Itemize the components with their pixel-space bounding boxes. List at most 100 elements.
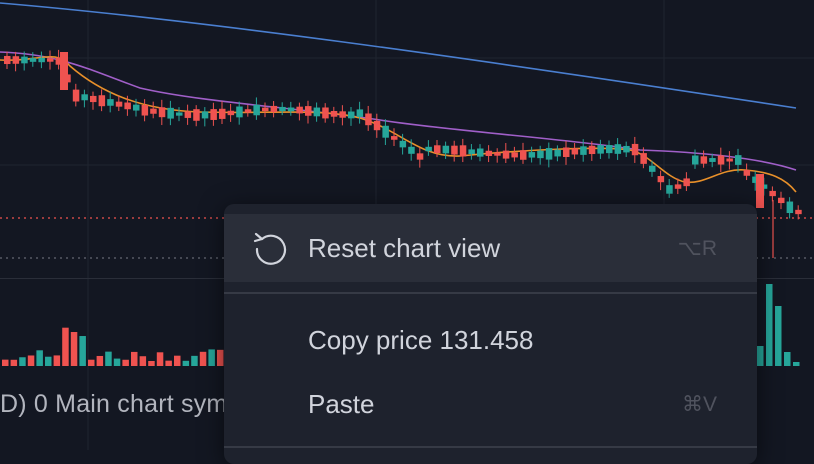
candle-body <box>717 155 725 165</box>
reset-chart-view-item[interactable]: Reset chart view ⌥R <box>224 214 757 282</box>
candle-body <box>520 150 527 160</box>
candle-body <box>756 174 764 208</box>
candle-body <box>90 95 97 103</box>
volume-bar <box>139 356 147 366</box>
candle-body <box>382 125 389 138</box>
volume-bar <box>757 346 764 366</box>
candle-body <box>631 143 639 156</box>
moving-average-line <box>0 51 797 171</box>
candle-body <box>606 145 613 154</box>
candle-body <box>735 155 742 165</box>
volume-bar <box>165 360 172 366</box>
candle-body <box>201 111 209 119</box>
volume-bar <box>27 355 35 366</box>
paste-shortcut: ⌘V <box>681 392 717 416</box>
candle-body <box>47 58 54 62</box>
candle-body <box>692 155 699 165</box>
candle-body <box>416 153 424 160</box>
candle-body <box>468 149 475 155</box>
volume-bar <box>191 355 198 366</box>
candle-body <box>752 176 759 183</box>
candle-body <box>786 201 794 214</box>
volume-bar <box>174 355 181 366</box>
candle-body <box>210 109 217 120</box>
candle-body <box>158 107 166 118</box>
candle-body <box>709 158 716 162</box>
candle-body <box>795 209 802 215</box>
candle-body <box>150 108 157 114</box>
candle-body <box>700 156 708 164</box>
volume-bar <box>199 351 207 366</box>
candle-body <box>279 106 286 112</box>
candle-body <box>657 176 665 183</box>
candle-body <box>38 57 45 63</box>
volume-bar <box>19 357 26 366</box>
candle-body <box>124 102 131 110</box>
candle-body <box>107 99 114 106</box>
candle-body <box>365 113 372 126</box>
candle-body <box>356 109 364 117</box>
volume-bar <box>122 359 129 366</box>
candle-body <box>98 95 106 107</box>
volume-bar <box>88 359 95 366</box>
candle-body <box>545 148 553 160</box>
candle-body <box>12 56 20 64</box>
candle-body <box>511 152 518 158</box>
candle-body <box>184 111 192 118</box>
candle-body <box>640 153 647 164</box>
volume-bar <box>62 327 69 366</box>
volume-bar <box>208 349 215 366</box>
volume-bar <box>784 352 791 366</box>
candle-body <box>330 110 338 117</box>
candle-body <box>666 185 673 194</box>
candle-body <box>141 104 149 116</box>
candle-body <box>313 107 321 117</box>
candle-body <box>115 101 123 107</box>
chart-context-menu: Reset chart view ⌥R Copy price 131.458 P… <box>224 204 757 464</box>
candle-body <box>623 145 630 153</box>
candle-body <box>339 111 346 118</box>
menu-separator <box>224 292 757 294</box>
candle-body <box>322 107 329 119</box>
candle-body <box>726 158 733 162</box>
volume-bar <box>10 359 18 366</box>
candle-body <box>769 190 776 197</box>
moving-average-line <box>0 55 797 193</box>
candle-body <box>391 136 398 140</box>
volume-bar <box>148 360 155 366</box>
candle-body <box>588 145 596 155</box>
candle-body <box>580 146 587 155</box>
candle-body <box>760 184 768 189</box>
candle-body <box>4 55 11 65</box>
reset-arrow-icon <box>250 228 290 268</box>
volume-bar <box>105 351 112 366</box>
candle-body <box>29 58 37 62</box>
candle-body <box>176 112 183 116</box>
candle-body <box>563 147 570 158</box>
volume-bar <box>36 350 43 366</box>
candle-body <box>649 165 656 172</box>
candle-body <box>305 106 312 116</box>
candle-body <box>270 105 278 113</box>
candle-body <box>554 149 561 157</box>
moving-average-line <box>0 2 797 109</box>
menu-separator <box>224 446 757 448</box>
paste-label: Paste <box>308 388 375 419</box>
candle-body <box>537 150 544 159</box>
candle-body <box>262 107 269 112</box>
volume-bar <box>70 332 78 366</box>
volume-bar <box>113 358 121 366</box>
candle-body <box>425 146 432 152</box>
reset-chart-view-label: Reset chart view <box>308 232 501 263</box>
volume-bar <box>766 284 773 366</box>
candle-body <box>408 146 415 154</box>
candle-body <box>244 109 252 113</box>
candle-body <box>167 107 174 119</box>
volume-bar <box>79 336 86 366</box>
paste-item[interactable]: Paste ⌘V <box>224 367 757 441</box>
copy-price-label: Copy price 131.458 <box>308 324 534 355</box>
copy-price-item[interactable]: Copy price 131.458 <box>224 303 757 377</box>
candle-body <box>227 110 235 116</box>
candle-body <box>477 148 484 157</box>
candle-body <box>494 152 501 156</box>
